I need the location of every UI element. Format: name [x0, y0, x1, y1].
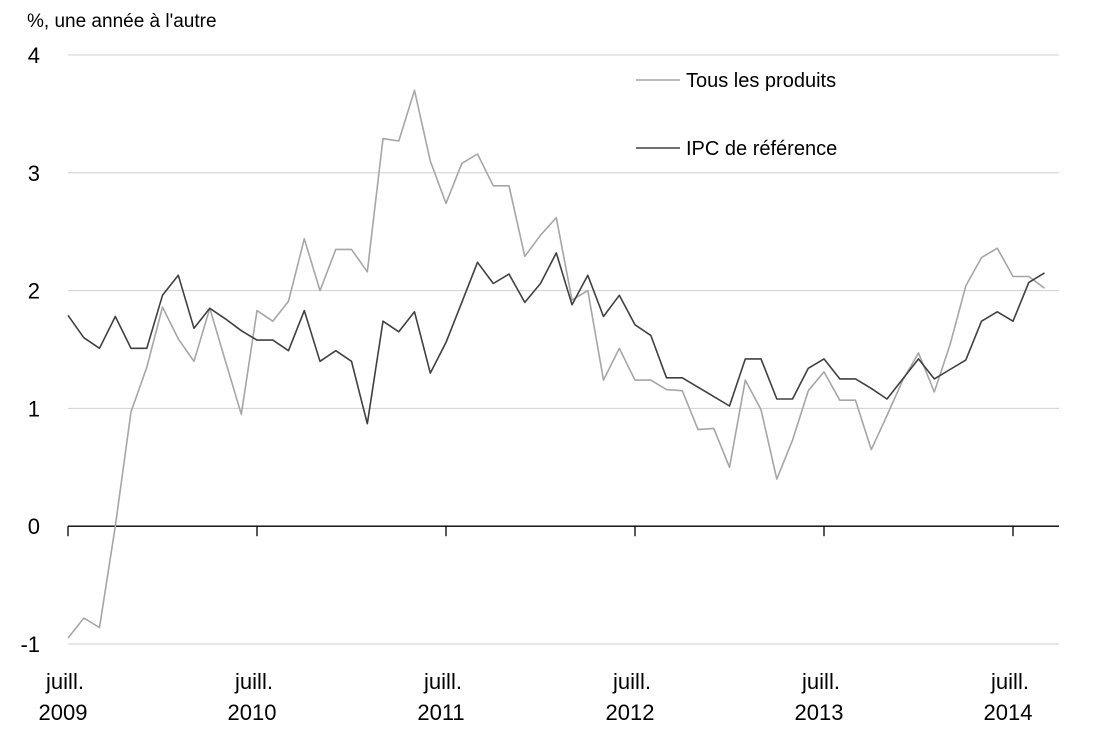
y-axis-label: %, une année à l'autre — [27, 11, 217, 32]
y-tick-label: 3 — [28, 161, 40, 186]
series-lines — [67, 89, 1045, 639]
y-tick-label: -1 — [20, 632, 40, 657]
x-tick-label-month: juill. — [423, 669, 462, 694]
y-tick-label: 1 — [28, 396, 40, 421]
series-line-1 — [67, 89, 1045, 639]
x-tick-label-year: 2012 — [606, 700, 655, 725]
x-axis: juill. 2009 juill. 2010 juill. 2011 juill. 2012… — [39, 525, 1059, 725]
legend: Tous les produits IPC de référence — [636, 70, 837, 160]
x-tick-label-month: juill. — [45, 669, 84, 694]
x-tick-label-year: 2014 — [984, 700, 1033, 725]
y-tick-labels: -1 0 1 2 3 4 — [20, 43, 40, 657]
x-tick-label-month: juill. — [234, 669, 273, 694]
x-tick-label-year: 2009 — [39, 700, 88, 725]
y-tick-label: 4 — [28, 43, 40, 68]
legend-label: IPC de référence — [686, 138, 837, 160]
series-line-2 — [67, 252, 1045, 425]
y-tick-label: 2 — [28, 279, 40, 304]
x-tick-label-month: juill. — [612, 669, 651, 694]
x-tick-label-year: 2010 — [228, 700, 277, 725]
gridlines — [68, 54, 1059, 645]
x-tick-label-month: juill. — [990, 669, 1029, 694]
x-tick-label-year: 2013 — [795, 700, 844, 725]
y-tick-label: 0 — [28, 514, 40, 539]
x-tick-label-month: juill. — [801, 669, 840, 694]
legend-label: Tous les produits — [686, 70, 836, 92]
x-tick-label-year: 2011 — [417, 700, 464, 725]
